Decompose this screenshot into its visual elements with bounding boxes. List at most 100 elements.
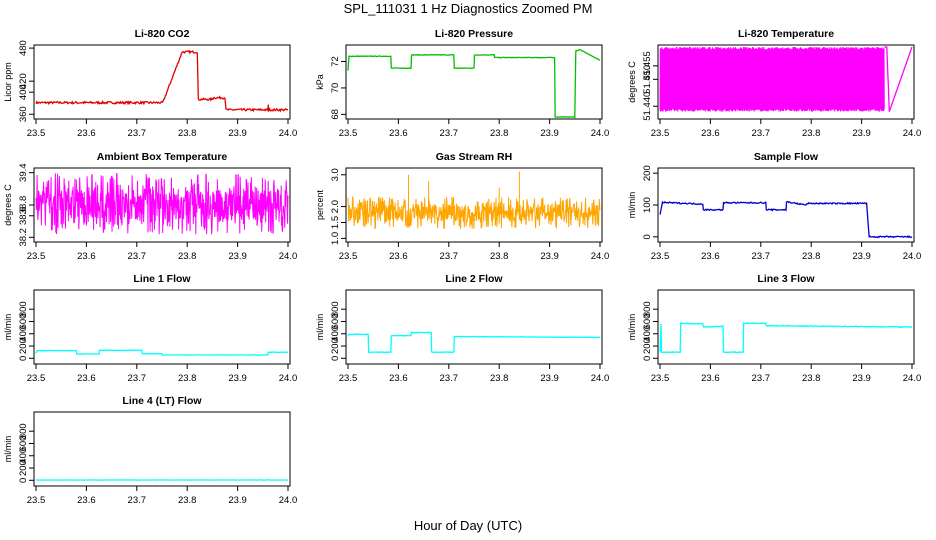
y-tick-label: 38.2 — [18, 228, 29, 247]
x-tick-label: 23.6 — [701, 373, 720, 384]
x-tick-label: 23.7 — [128, 495, 147, 506]
series-group — [35, 349, 289, 356]
x-tick-label: 23.7 — [440, 128, 459, 139]
y-tick-label: 1.5 — [330, 216, 341, 229]
y-tick-label: 1.0 — [330, 232, 341, 245]
panel-2: Li-820 Pressure kPa 23.5 23.6 23.7 23.8 23.9 24… — [315, 28, 609, 139]
x-tick-label: 23.8 — [802, 251, 821, 262]
panel-title: Li-820 CO2 — [135, 28, 190, 40]
x-tick-label: 23.9 — [228, 128, 247, 139]
plot-frame — [345, 167, 603, 243]
x-tick-label: 23.7 — [752, 251, 771, 262]
y-axis-label: kPa — [315, 74, 325, 90]
y-tick-label: 0 — [642, 234, 653, 239]
x-tick-label: 24.0 — [279, 495, 298, 506]
x-tick-label: 23.9 — [852, 373, 871, 384]
y-tick-label: 400 — [18, 326, 29, 342]
x-tick-label: 23.7 — [440, 373, 459, 384]
x-tick-label: 23.7 — [752, 373, 771, 384]
series-group — [659, 322, 913, 354]
plot-frame — [345, 44, 603, 120]
x-tick-label: 23.7 — [752, 128, 771, 139]
x-tick-label: 23.8 — [490, 373, 509, 384]
y-tick-label: 400 — [18, 448, 29, 464]
y-tick-label: 200 — [642, 165, 653, 181]
y-tick-label: 68 — [330, 109, 341, 120]
y-tick-label: 600 — [18, 314, 29, 330]
x-axis-title: Hour of Day (UTC) — [413, 518, 523, 533]
y-tick-label: 2.0 — [330, 200, 341, 213]
series-group — [659, 200, 913, 239]
panel-title: Li-820 Pressure — [435, 28, 513, 40]
panel-3: Li-820 Temperature degrees C 23.5 23.6 23.7 2… — [627, 28, 921, 139]
y-tick-label: 800 — [642, 301, 653, 317]
y-tick-label: 600 — [330, 314, 341, 330]
y-axis-label: ml/min — [3, 314, 13, 341]
x-tick-label: 23.5 — [27, 251, 46, 262]
x-tick-label: 23.5 — [339, 251, 358, 262]
x-tick-label: 23.9 — [228, 495, 247, 506]
x-tick-label: 23.7 — [128, 373, 147, 384]
x-tick-label: 23.8 — [490, 251, 509, 262]
x-tick-label: 23.7 — [128, 251, 147, 262]
y-tick-label: 38.8 — [18, 196, 29, 215]
panel-6: Sample Flow ml/min 23.5 23.6 23.7 23.8 23.9 24.… — [627, 151, 921, 262]
y-tick-label: 800 — [18, 301, 29, 317]
x-tick-label: 23.6 — [389, 128, 408, 139]
panel-4: Ambient Box Temperature degrees C 23.5 23.6… — [3, 151, 297, 262]
y-tick-label: 600 — [18, 436, 29, 452]
x-tick-label: 23.8 — [802, 128, 821, 139]
y-tick-label: 420 — [18, 73, 29, 89]
panel-title: Line 4 (LT) Flow — [122, 395, 202, 407]
panel-title: Gas Stream RH — [436, 151, 512, 163]
x-tick-label: 23.6 — [389, 373, 408, 384]
x-tick-label: 23.9 — [228, 251, 247, 262]
series-line — [347, 331, 601, 354]
y-tick-label: 200 — [18, 338, 29, 354]
y-tick-label: 0 — [642, 356, 653, 361]
series-line — [35, 349, 289, 356]
x-tick-label: 23.5 — [27, 128, 46, 139]
y-tick-label: 200 — [642, 338, 653, 354]
y-axis-label: ml/min — [315, 314, 325, 341]
series-group — [347, 331, 601, 354]
x-tick-label: 23.5 — [651, 251, 670, 262]
x-tick-label: 23.9 — [540, 251, 559, 262]
x-tick-label: 23.8 — [178, 128, 197, 139]
y-tick-label: 70 — [330, 83, 341, 94]
series-line — [659, 200, 913, 239]
panel-title: Line 3 Flow — [757, 273, 815, 285]
panel-7: Line 1 Flow ml/min 23.5 23.6 23.7 23.8 23.9 24.… — [3, 273, 297, 384]
x-tick-label: 23.6 — [77, 495, 96, 506]
x-tick-label: 23.8 — [178, 495, 197, 506]
panel-9: Line 3 Flow ml/min 23.5 23.6 23.7 23.8 23.9 24.… — [627, 273, 921, 384]
x-tick-label: 23.5 — [651, 373, 670, 384]
panel-1: Li-820 CO2 Licor ppm 23.5 23.6 23.7 23.8 23.9 2… — [3, 28, 297, 139]
panel-5: Gas Stream RH percent 23.5 23.6 23.7 23.8 23.9… — [315, 151, 609, 262]
series-group — [347, 48, 601, 119]
x-tick-label: 23.9 — [852, 128, 871, 139]
y-tick-label: 200 — [330, 338, 341, 354]
x-tick-label: 23.5 — [27, 373, 46, 384]
y-tick-label: 800 — [330, 301, 341, 317]
series-group — [35, 173, 289, 235]
series-line — [35, 173, 289, 235]
y-axis-label: ml/min — [627, 192, 637, 219]
x-tick-label: 23.6 — [701, 251, 720, 262]
y-tick-label: 100 — [642, 197, 653, 213]
plot-frame — [657, 289, 915, 365]
y-tick-label: 360 — [18, 106, 29, 122]
x-tick-label: 23.8 — [178, 251, 197, 262]
x-tick-label: 23.6 — [77, 251, 96, 262]
series-line — [347, 48, 601, 119]
plot-frame — [33, 44, 291, 120]
figure-title: SPL_111031 1 Hz Diagnostics Zoomed PM — [343, 1, 593, 16]
y-axis-label: percent — [315, 189, 325, 220]
series-line — [35, 49, 289, 113]
y-tick-label: 38.6 — [18, 207, 29, 226]
x-tick-label: 23.9 — [852, 251, 871, 262]
series-line — [884, 46, 913, 112]
x-tick-label: 24.0 — [591, 128, 610, 139]
panel-title: Sample Flow — [754, 151, 819, 163]
